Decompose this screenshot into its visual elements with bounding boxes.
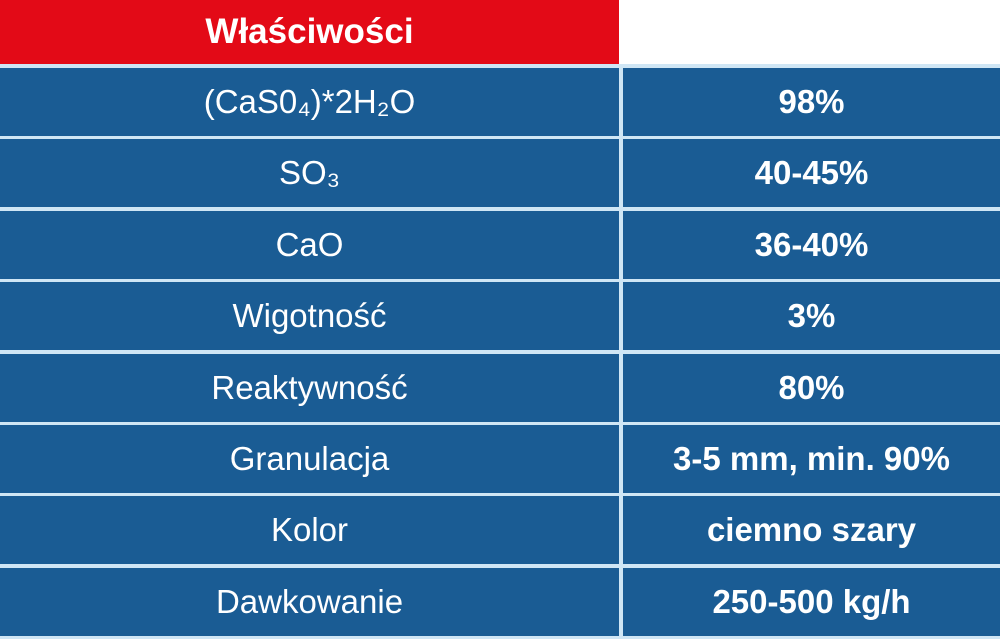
- table-row: Granulacja 3-5 mm, min. 90%: [0, 425, 1000, 493]
- property-cell: Reaktywność: [0, 353, 619, 422]
- property-cell: Granulacja: [0, 425, 619, 493]
- value-cell: ciemno szary: [623, 496, 1000, 565]
- value-cell: 36-40%: [623, 210, 1000, 279]
- table-row: Wigotność 3%: [0, 282, 1000, 351]
- table-row: Kolor ciemno szary: [0, 496, 1000, 565]
- table-row: (CaS0₄)*2H₂O 98%: [0, 68, 1000, 136]
- property-cell: Wigotność: [0, 282, 619, 351]
- table-header-properties: Właściwości: [0, 0, 619, 64]
- property-cell: CaO: [0, 210, 619, 279]
- table-row: Dawkowanie 250-500 kg/h: [0, 567, 1000, 636]
- value-cell: 250-500 kg/h: [623, 567, 1000, 636]
- value-cell: 40-45%: [623, 139, 1000, 208]
- properties-table: (CaS0₄)*2H₂O 98% SO₃ 40-45% CaO 36-40% Wigotno…: [0, 64, 1000, 639]
- value-cell: 98%: [623, 68, 1000, 136]
- value-cell: 3%: [623, 282, 1000, 351]
- property-cell: Kolor: [0, 496, 619, 565]
- table-row: Reaktywność 80%: [0, 353, 1000, 422]
- property-cell: Dawkowanie: [0, 567, 619, 636]
- property-cell: SO₃: [0, 139, 619, 208]
- value-cell: 80%: [623, 353, 1000, 422]
- property-cell: (CaS0₄)*2H₂O: [0, 68, 619, 136]
- table-row: CaO 36-40%: [0, 210, 1000, 279]
- table-row: SO₃ 40-45%: [0, 139, 1000, 208]
- value-cell: 3-5 mm, min. 90%: [623, 425, 1000, 493]
